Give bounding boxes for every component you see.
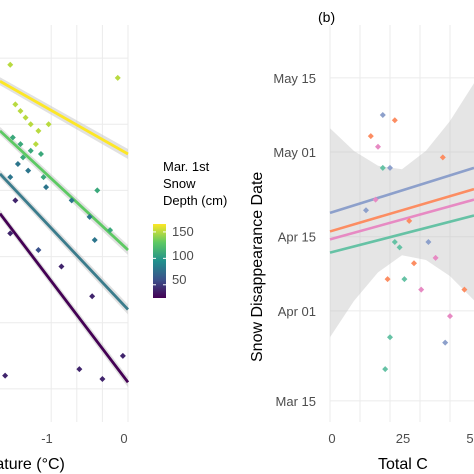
data-point [372,196,379,203]
data-point [387,164,393,171]
panel-b-x-tick-label: 25 [396,431,410,446]
data-point [20,154,27,161]
data-point [406,217,413,224]
data-point [12,101,19,108]
panel-b-x-tick-label: 5 [466,431,473,446]
data-point [379,164,386,171]
colorbar [153,224,166,298]
data-point [7,174,14,181]
panel-a: -1 0 Temperature (°C) [0,25,130,473]
data-point [14,160,21,167]
legend-title-line: Snow [163,176,196,191]
panel-b-x-tick-label: 0 [328,431,335,446]
data-point [425,239,432,246]
regression-line [0,80,129,156]
data-point [107,227,114,234]
data-point [439,154,446,161]
data-point [91,237,98,244]
data-point [89,293,96,300]
panel-b-y-tick-label: Apr 15 [278,230,316,245]
data-point [401,276,408,283]
data-point [17,141,24,148]
panel-b-y-tick-label: May 15 [273,71,316,86]
regression-line [0,172,130,311]
panel-a-points [2,61,126,382]
panel-b-y-tick-label: May 01 [273,145,316,160]
data-point [45,121,52,128]
regression-line [329,166,474,215]
panel-b-regression-lines [329,166,474,254]
data-point [382,366,389,373]
data-point [35,246,42,253]
colorbar-legend: Mar. 1st Snow Depth (cm) 150 100 50 [153,159,227,298]
data-point [114,74,121,81]
panel-b-x-axis-title: Total C [378,456,428,473]
panel-a-regression-lines [0,80,130,384]
data-point [387,334,393,341]
data-point [418,286,425,293]
data-point [99,375,106,382]
panel-a-x-tick-label: 0 [120,431,127,446]
panel-a-x-tick-label: -1 [41,431,53,446]
colorbar-tick-label: 50 [172,272,186,287]
regression-line [329,198,474,241]
panel-b-tag: (b) [318,9,335,25]
data-point [58,263,65,270]
data-point [2,372,9,379]
data-point [25,167,32,174]
regression-line [329,214,474,254]
data-point [367,133,374,140]
data-point [76,366,83,373]
regression-line [0,129,129,251]
colorbar-tick-label: 150 [172,224,194,239]
data-point [94,187,101,194]
data-point [7,230,14,237]
legend-title-line: Mar. 1st [163,159,210,174]
data-point [411,260,417,267]
data-point [22,114,29,121]
data-point [43,184,50,191]
data-point [9,134,16,141]
data-point [7,61,14,68]
panel-b-y-tick-labels: May 15 May 01 Apr 15 Apr 01 Mar 15 [273,71,316,409]
data-point [363,207,369,214]
panel-b-y-tick-label: Apr 01 [278,304,316,319]
data-point [432,254,439,261]
data-point [27,147,34,154]
panel-a-x-axis-title: Temperature (°C) [0,456,65,473]
data-point [391,239,398,246]
panel-b-points [363,111,468,373]
data-point [37,151,44,158]
data-point [40,174,47,181]
data-point [27,121,34,128]
data-point [375,143,381,150]
data-point [119,352,126,359]
data-point [32,141,39,148]
data-point [86,213,93,220]
data-point [396,244,403,251]
data-point [461,286,468,293]
data-point [379,111,386,118]
legend-title-line: Depth (cm) [163,193,227,208]
data-point [35,127,42,134]
data-point [68,197,75,204]
colorbar-tick-label: 100 [172,248,194,263]
regression-line [0,212,130,384]
data-point [447,313,453,320]
regression-line [329,187,474,233]
data-point [442,339,449,346]
panel-a-gridlines [0,25,129,422]
data-point [17,108,24,115]
colorbar-ticks [153,231,166,286]
panel-b-y-axis-title: Snow Disappearance Date [249,172,266,362]
data-point [12,197,19,204]
data-point [384,276,391,283]
data-point [391,117,398,124]
panel-b-y-tick-label: Mar 15 [276,394,316,409]
